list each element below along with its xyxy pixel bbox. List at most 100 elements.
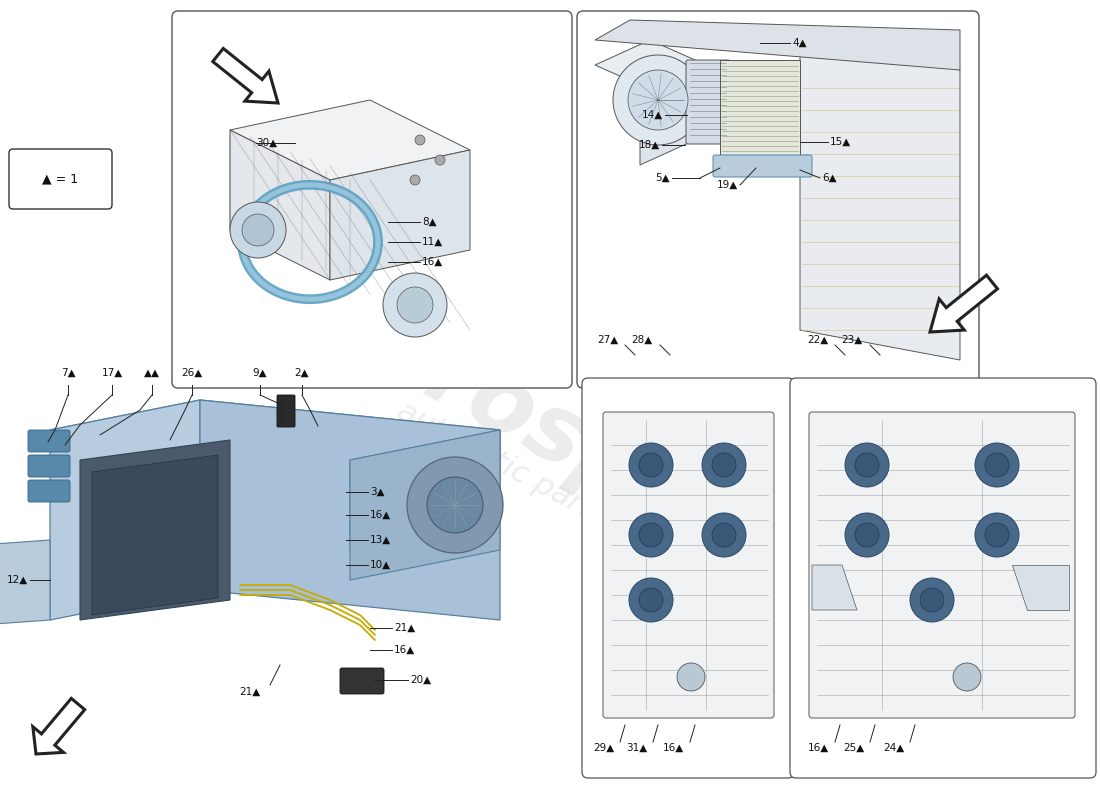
FancyBboxPatch shape (686, 60, 730, 144)
Text: 3▲: 3▲ (370, 487, 385, 497)
Text: 20▲: 20▲ (410, 675, 431, 685)
Circle shape (397, 287, 433, 323)
Circle shape (845, 513, 889, 557)
Polygon shape (640, 60, 695, 165)
Text: eurospares: eurospares (295, 269, 866, 631)
FancyBboxPatch shape (28, 455, 70, 477)
Text: 15▲: 15▲ (830, 137, 851, 147)
Text: ▲▲: ▲▲ (144, 368, 159, 378)
Text: 29▲: 29▲ (593, 743, 614, 753)
Circle shape (855, 453, 879, 477)
FancyBboxPatch shape (277, 395, 295, 427)
Polygon shape (800, 40, 960, 360)
Text: 12▲: 12▲ (7, 575, 28, 585)
Text: 22▲: 22▲ (806, 335, 828, 345)
FancyBboxPatch shape (9, 149, 112, 209)
Text: 27▲: 27▲ (596, 335, 618, 345)
Text: 14▲: 14▲ (641, 110, 663, 120)
Text: 28▲: 28▲ (631, 335, 653, 345)
Polygon shape (230, 100, 470, 180)
Circle shape (629, 443, 673, 487)
FancyBboxPatch shape (340, 668, 384, 694)
Text: 23▲: 23▲ (842, 335, 864, 345)
Text: 26▲: 26▲ (182, 368, 202, 378)
Circle shape (629, 513, 673, 557)
Text: 6▲: 6▲ (822, 173, 837, 183)
Polygon shape (812, 565, 857, 610)
Polygon shape (595, 40, 695, 85)
FancyArrow shape (212, 49, 278, 103)
FancyBboxPatch shape (172, 11, 572, 388)
Polygon shape (350, 430, 500, 580)
Circle shape (676, 663, 705, 691)
Text: 11▲: 11▲ (422, 237, 443, 247)
FancyBboxPatch shape (582, 378, 794, 778)
FancyBboxPatch shape (713, 155, 812, 177)
Polygon shape (230, 130, 330, 280)
Circle shape (427, 477, 483, 533)
Text: 25▲: 25▲ (843, 743, 864, 753)
Circle shape (230, 202, 286, 258)
Polygon shape (50, 400, 501, 460)
Text: 16▲: 16▲ (370, 510, 392, 520)
Text: 17▲: 17▲ (101, 368, 122, 378)
FancyBboxPatch shape (808, 412, 1075, 718)
FancyBboxPatch shape (603, 412, 774, 718)
Circle shape (712, 523, 736, 547)
Polygon shape (330, 150, 470, 280)
Circle shape (628, 70, 688, 130)
Text: 4▲: 4▲ (792, 38, 806, 48)
Circle shape (410, 175, 420, 185)
Polygon shape (1012, 565, 1069, 610)
Circle shape (855, 523, 879, 547)
Text: 21▲: 21▲ (239, 687, 260, 697)
FancyBboxPatch shape (578, 11, 979, 388)
Circle shape (712, 453, 736, 477)
FancyBboxPatch shape (28, 480, 70, 502)
Text: 7▲: 7▲ (60, 368, 75, 378)
Text: 16▲: 16▲ (422, 257, 443, 267)
Circle shape (975, 443, 1019, 487)
Polygon shape (350, 430, 500, 550)
Text: 24▲: 24▲ (882, 743, 904, 753)
Text: 30▲: 30▲ (256, 138, 277, 148)
Circle shape (639, 588, 663, 612)
Circle shape (434, 155, 446, 165)
FancyBboxPatch shape (28, 430, 70, 452)
Text: ▲ = 1: ▲ = 1 (42, 173, 78, 186)
Polygon shape (595, 20, 960, 70)
FancyBboxPatch shape (720, 60, 800, 160)
Circle shape (415, 135, 425, 145)
Text: 9▲: 9▲ (253, 368, 267, 378)
Circle shape (975, 513, 1019, 557)
FancyArrow shape (930, 275, 998, 332)
Circle shape (242, 214, 274, 246)
Text: 16▲: 16▲ (807, 743, 829, 753)
FancyArrow shape (33, 698, 85, 754)
Circle shape (702, 443, 746, 487)
Text: 13▲: 13▲ (370, 535, 392, 545)
Text: 16▲: 16▲ (394, 645, 416, 655)
Text: 19▲: 19▲ (717, 180, 738, 190)
Circle shape (639, 523, 663, 547)
FancyBboxPatch shape (790, 378, 1096, 778)
Circle shape (407, 457, 503, 553)
Circle shape (613, 55, 703, 145)
Text: 18▲: 18▲ (639, 140, 660, 150)
Circle shape (639, 453, 663, 477)
Polygon shape (200, 400, 500, 620)
Circle shape (984, 453, 1009, 477)
Text: 10▲: 10▲ (370, 560, 392, 570)
Circle shape (920, 588, 944, 612)
Text: authentic parts since 1969: authentic parts since 1969 (393, 396, 768, 614)
Text: 21▲: 21▲ (394, 623, 416, 633)
Polygon shape (92, 455, 218, 615)
Circle shape (702, 513, 746, 557)
Circle shape (629, 578, 673, 622)
Polygon shape (80, 440, 230, 620)
Circle shape (953, 663, 981, 691)
Circle shape (984, 523, 1009, 547)
Text: 5▲: 5▲ (656, 173, 670, 183)
Circle shape (910, 578, 954, 622)
Text: 16▲: 16▲ (662, 743, 684, 753)
